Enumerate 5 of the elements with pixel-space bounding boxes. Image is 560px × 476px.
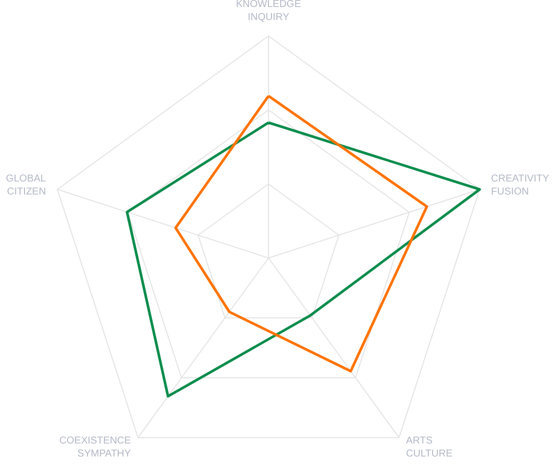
spoke-label: CREATIVITY FUSION (491, 174, 550, 198)
spoke-label: GLOBAL CITIZEN (6, 174, 46, 198)
spoke-label: ARTS CULTURE (406, 435, 453, 460)
spoke-label: KNOWLEDGE INQUIRY (236, 0, 302, 23)
spoke-label: COEXISTENCE SYMPATHY (59, 435, 132, 460)
